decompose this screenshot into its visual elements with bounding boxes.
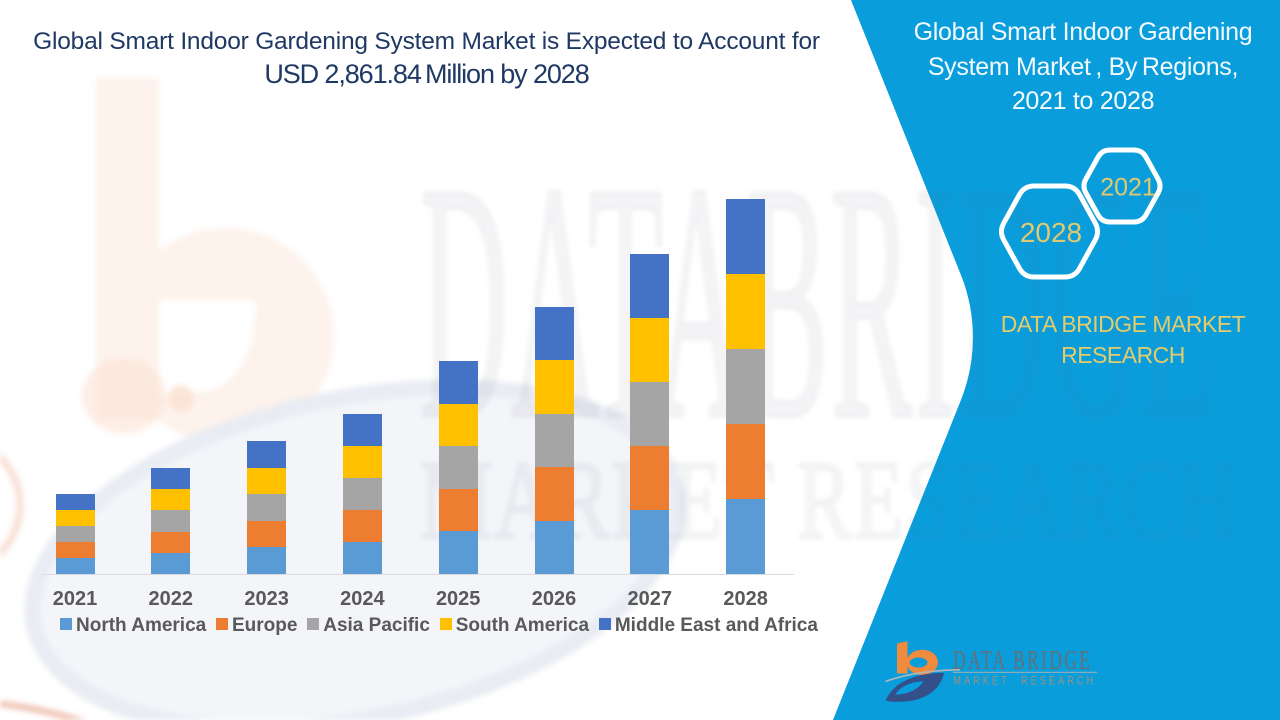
svg-text:2021: 2021	[1100, 174, 1156, 202]
svg-text:DATABRIDGE: DATABRIDGE	[420, 114, 1217, 491]
svg-text:2028: 2028	[1020, 217, 1082, 248]
svg-text:DATA BRIDGE: DATA BRIDGE	[953, 645, 1092, 675]
svg-text:MARKET RESEARCH: MARKET RESEARCH	[954, 674, 1097, 688]
